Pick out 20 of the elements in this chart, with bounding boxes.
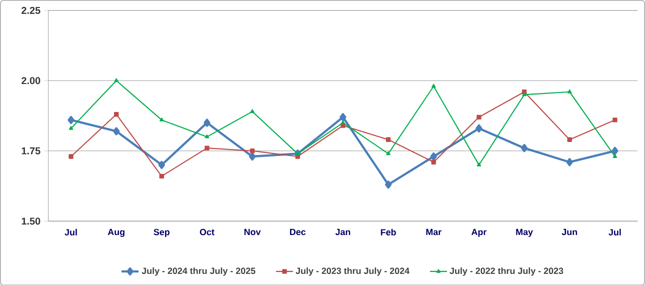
x-tick-label: Nov bbox=[244, 228, 261, 235]
x-tick-label: Apr bbox=[471, 228, 487, 237]
x-tick-label: Oct bbox=[200, 228, 214, 236]
y-tick-label: 1.50 bbox=[22, 217, 40, 224]
legend-label: July - 2023 thru July - 2024 bbox=[296, 267, 410, 276]
x-tick-label: Mar bbox=[426, 228, 442, 235]
x-tick-label: May bbox=[516, 228, 533, 237]
x-tick-label: Jul bbox=[64, 228, 77, 236]
y-tick-label: 1.75 bbox=[22, 147, 40, 154]
y-tick-label: 2.25 bbox=[22, 6, 40, 14]
x-tick-label: Sep bbox=[154, 228, 170, 237]
x-tick-label: Feb bbox=[380, 228, 396, 236]
x-tick-label: Aug bbox=[108, 228, 124, 237]
y-tick-label: 2.00 bbox=[22, 76, 40, 84]
x-tick-label: Jul bbox=[608, 228, 621, 236]
x-tick-label: Jan bbox=[335, 228, 350, 235]
legend-label: July - 2024 thru July - 2025 bbox=[142, 267, 256, 276]
x-tick-label: Dec bbox=[290, 228, 306, 235]
legend-label: July - 2022 thru July - 2023 bbox=[450, 267, 564, 276]
x-tick-label: Jun bbox=[562, 228, 578, 235]
